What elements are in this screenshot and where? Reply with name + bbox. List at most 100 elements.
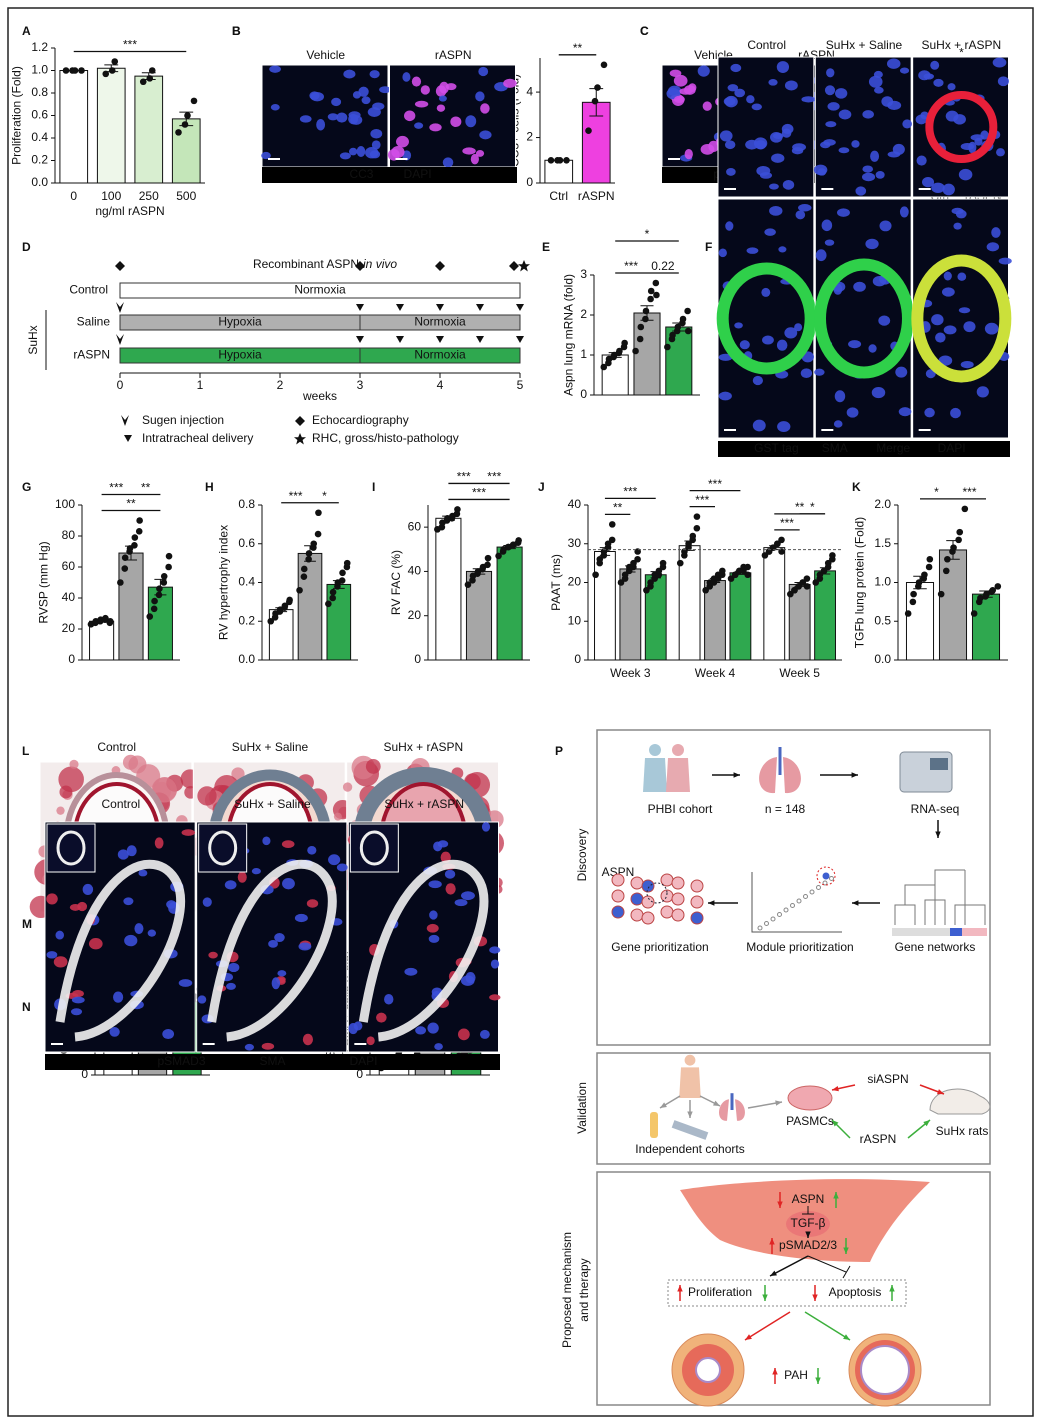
x-tick-label: 2 [277, 378, 284, 392]
nucleus [781, 123, 794, 135]
phase-label: Normoxia [414, 348, 466, 362]
data-point [744, 563, 751, 571]
label: SuHx rats [936, 1124, 989, 1138]
label: pSMAD2/3 [779, 1238, 837, 1252]
label: PHBI cohort [648, 802, 713, 816]
data-point [676, 559, 684, 567]
nucleus [282, 877, 295, 890]
nucleus [55, 930, 65, 940]
blood-tube [650, 1112, 658, 1138]
tissue [69, 759, 79, 769]
y-tick-label: 40 [62, 590, 76, 604]
data-point [693, 513, 701, 520]
nucleus [833, 420, 843, 428]
data-point [329, 588, 337, 596]
data-point [267, 617, 275, 625]
nucleus [414, 122, 424, 129]
module-highlight [816, 866, 836, 886]
phase [119, 282, 521, 299]
legend-text: pSMAD3 [157, 1054, 205, 1068]
nucleus [984, 322, 999, 335]
nucleus [427, 1022, 439, 1034]
network-node [671, 892, 685, 906]
column-header: SuHx + Saline [234, 797, 311, 811]
data-point [286, 596, 293, 604]
x-axis-label: weeks [302, 389, 337, 403]
nucleus [268, 940, 278, 948]
data-point [956, 528, 964, 536]
data-point [942, 567, 950, 575]
significance-label: *** [289, 489, 303, 503]
x-tick-label: 100 [101, 189, 121, 203]
data-point [592, 571, 599, 579]
nucleus [294, 913, 308, 923]
legend-strip [718, 441, 1010, 457]
vessel-sma [207, 859, 337, 1042]
y-tick-label: 2 [580, 307, 587, 321]
data-point [679, 315, 687, 323]
x-tick-label: 0 [70, 189, 77, 203]
nucleus [862, 165, 874, 173]
arrow-head [677, 1285, 683, 1292]
data-point [71, 67, 79, 74]
nucleus [697, 65, 710, 77]
network-node [660, 873, 674, 887]
panel-letter: M [22, 917, 32, 931]
nucleus [996, 148, 1005, 157]
significance-label: *** [623, 485, 637, 499]
nucleus [124, 934, 138, 947]
delivery-marker [396, 304, 404, 311]
data-point [950, 544, 957, 551]
nucleus [208, 951, 218, 959]
legend-text: CC3 [349, 167, 373, 181]
bar [544, 159, 574, 184]
nucleus [465, 972, 476, 984]
data-point [608, 536, 616, 544]
nucleus [784, 80, 798, 91]
arrow-head [687, 1111, 693, 1118]
label: n = 148 [765, 802, 806, 816]
vessel-sma [55, 859, 186, 1042]
panel-letter: P [555, 744, 563, 758]
nucleus [970, 134, 985, 141]
arrow [744, 1311, 791, 1341]
significance-label: * [934, 485, 939, 499]
y-tick-label: 0 [356, 1067, 363, 1081]
column-header: rASPN [435, 48, 472, 62]
data-point [594, 84, 601, 91]
y-tick-label: 0 [81, 1067, 88, 1081]
significance-label: *** [457, 470, 471, 484]
x-tick-label: 4 [437, 378, 444, 392]
significance-label: ** [126, 497, 136, 511]
panel-letter: B [232, 24, 241, 38]
y-tick-label: 4 [526, 84, 533, 98]
nucleus [439, 81, 449, 94]
nucleus [688, 83, 697, 93]
section-label: Validation [575, 1082, 589, 1134]
data-point [616, 347, 623, 355]
data-point [135, 528, 143, 535]
legend-text: DAPI [404, 167, 432, 181]
arrow-head [832, 1085, 839, 1092]
echo-marker [509, 261, 519, 271]
data-point [108, 67, 116, 74]
data-point [184, 112, 191, 119]
nucleus [414, 100, 429, 108]
x-tick-label: Week 5 [779, 666, 820, 680]
label: Apoptosis [829, 1285, 882, 1299]
arrow-head [923, 1120, 930, 1127]
nucleus [379, 86, 391, 94]
nucleus [343, 69, 356, 79]
label: PAH [784, 1368, 808, 1382]
significance-label: *** [109, 481, 123, 495]
arrow-head [660, 1102, 667, 1108]
nucleus [753, 137, 768, 150]
nucleus [826, 68, 835, 78]
vessel-gst [925, 91, 998, 163]
nucleus [306, 899, 319, 908]
tissue [333, 812, 342, 821]
nucleus [756, 165, 771, 176]
network-node [611, 873, 625, 887]
nucleus [719, 130, 733, 142]
nucleus [702, 101, 712, 111]
